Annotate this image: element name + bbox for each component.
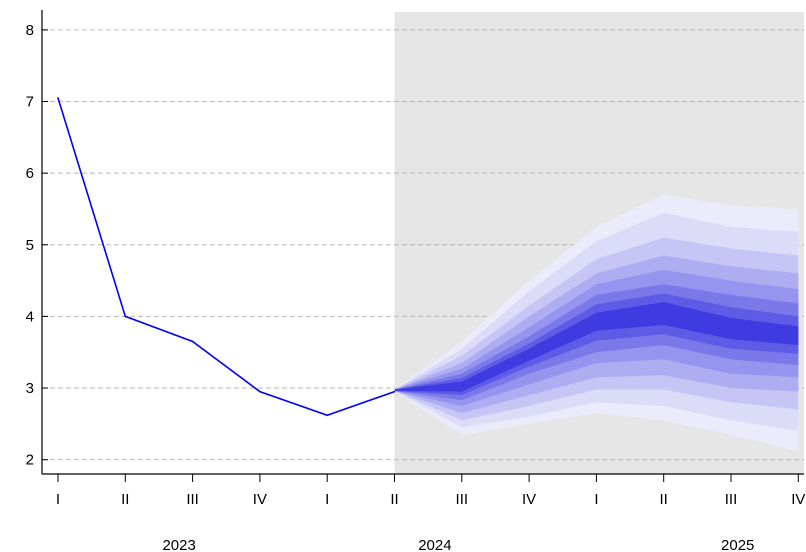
y-tick-label-5: 5 (26, 237, 34, 254)
x-tick-label-2025Q2: II (660, 491, 668, 508)
y-tick-label-8: 8 (26, 22, 34, 39)
axes-layer (41, 10, 804, 482)
x-tick-label-2024Q2: II (390, 491, 398, 508)
x-tick-label-2023Q4: IV (253, 491, 267, 508)
series-point-2023Q4 (259, 390, 261, 393)
series-point-2024Q2 (393, 390, 396, 393)
x-tick-label-2023Q1: I (56, 491, 60, 508)
x-tick-label-2025Q4: IV (791, 491, 805, 508)
x-tick-label-2024Q3: III (456, 491, 469, 508)
x-tick-label-2025Q3: III (725, 491, 738, 508)
fan-bands-layer (394, 194, 799, 452)
x-tick-label-2024Q4: IV (522, 491, 536, 508)
y-tick-label-2: 2 (26, 452, 34, 469)
y-tick-label-7: 7 (26, 94, 34, 111)
series-line-1 (57, 97, 395, 417)
series-point-2023Q3 (191, 340, 194, 343)
y-tick-label-4: 4 (26, 308, 34, 325)
x-tick-label-2024Q1: I (325, 491, 329, 508)
series-line-layer (57, 97, 396, 417)
year-label-2023: 2023 (162, 537, 195, 552)
series-point-2023Q1 (57, 97, 59, 99)
year-label-2024: 2024 (418, 537, 451, 552)
year-label-2025: 2025 (721, 537, 754, 552)
fan-band-8 (394, 302, 799, 392)
series-point-2024Q1 (326, 414, 329, 417)
x-tick-label-2023Q3: III (186, 491, 199, 508)
series-point-2023Q2 (124, 315, 127, 318)
x-tick-label-2025Q1: I (594, 491, 598, 508)
y-tick-label-6: 6 (26, 165, 34, 182)
x-tick-label-2023Q2: II (121, 491, 129, 508)
y-tick-label-3: 3 (26, 380, 34, 397)
